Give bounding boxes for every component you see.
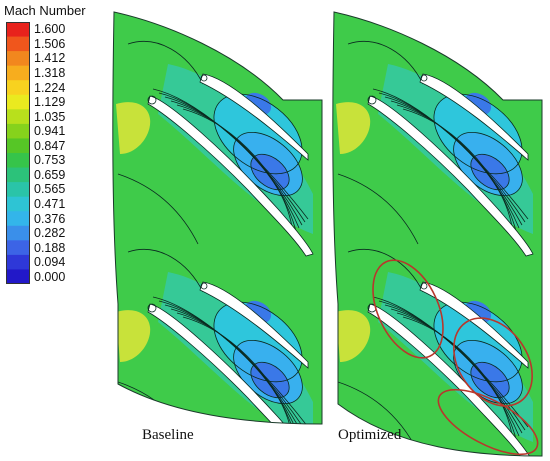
highlight-ellipse [372,259,444,359]
legend-level-label: 0.376 [34,211,66,226]
legend-swatch [6,269,30,284]
legend-level-label: 0.565 [34,182,66,197]
legend-level-label: 0.094 [34,255,66,270]
blade [419,73,529,161]
blade [199,281,309,369]
legend-swatch [6,254,30,270]
legend-level-label: 0.282 [34,226,66,241]
legend-level-label: 0.753 [34,153,66,168]
legend-swatch [6,225,30,241]
legend-level-label: 0.000 [34,269,66,284]
blade [147,303,314,424]
legend-level-label: 1.129 [34,95,66,110]
contour-panel-optimized [332,11,543,457]
legend-level-label: 1.224 [34,80,66,95]
caption-optimized: Optimized [338,427,402,443]
legend-swatch [6,182,30,198]
legend-level-label: 1.506 [34,36,66,51]
legend-swatch [6,123,30,139]
highlight-ellipse [453,317,533,407]
legend-swatch [6,138,30,154]
legend-swatch [6,65,30,81]
legend-level-label: 0.847 [34,138,66,153]
blade [419,281,529,369]
contour-panel-baseline [112,11,323,425]
legend-level-label: 0.659 [34,167,66,182]
legend-swatch [6,196,30,212]
legend-level-label: 0.941 [34,124,66,139]
legend-colorbar [6,22,30,284]
legend-swatch [6,211,30,227]
legend-level-label: 0.471 [34,196,66,211]
legend-swatch [6,51,30,67]
legend-swatch [6,94,30,110]
caption-baseline: Baseline [142,427,194,443]
legend-swatch [6,153,30,169]
legend-swatch [6,80,30,96]
blade [199,73,309,161]
legend-swatch [6,36,30,52]
legend-title: Mach Number [4,3,86,18]
legend-swatch [6,109,30,125]
legend-level-label: 0.188 [34,240,66,255]
legend-swatch [6,167,30,183]
legend-level-label: 1.318 [34,65,66,80]
blade [367,95,534,257]
legend-level-label: 1.600 [34,22,66,37]
highlight-ellipse [437,388,539,456]
legend-swatch [6,240,30,256]
legend-swatch [6,22,30,38]
legend-level-label: 1.035 [34,109,66,124]
blade [147,95,314,257]
legend-level-label: 1.412 [34,51,66,66]
blade [367,303,534,456]
